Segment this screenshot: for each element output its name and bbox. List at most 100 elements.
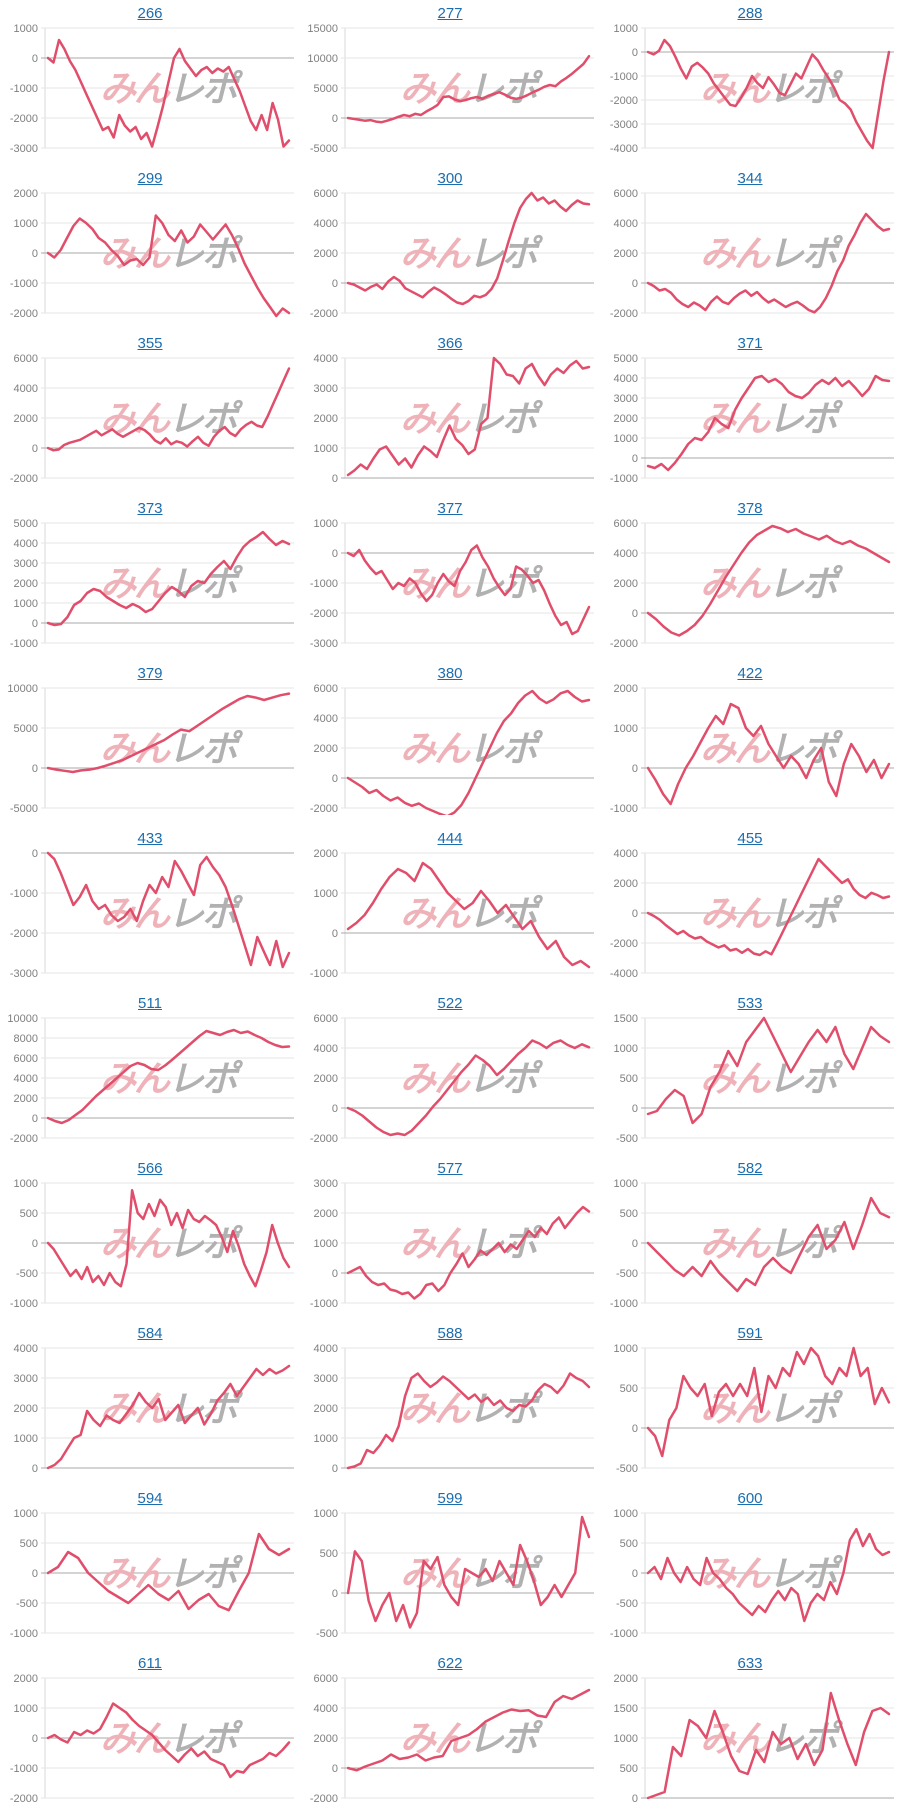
y-axis-tick-label: 6000 bbox=[314, 1673, 338, 1685]
minrepo-watermark: みんレポ bbox=[100, 1553, 244, 1594]
y-axis-tick-label: 2000 bbox=[314, 1733, 338, 1745]
y-axis-tick-label: 5000 bbox=[14, 723, 38, 735]
machine-number-link-266[interactable]: 266 bbox=[137, 5, 163, 22]
chart-title-row: 588 bbox=[300, 1324, 600, 1343]
chart-title-row: 300 bbox=[300, 169, 600, 188]
watermark-gray-text: レポ bbox=[768, 1718, 844, 1759]
chart-cell: 277 15000 10000 5000 0 -5000 みんレポ bbox=[300, 0, 600, 165]
y-axis-tick-label: 2000 bbox=[14, 1403, 38, 1415]
machine-number-link-288[interactable]: 288 bbox=[737, 5, 763, 22]
data-series-line bbox=[346, 1688, 591, 1772]
y-axis-tick-label: 1000 bbox=[614, 1733, 638, 1745]
y-axis-tick-label: 15000 bbox=[307, 23, 338, 35]
y-axis-tick-label: 1000 bbox=[314, 443, 338, 455]
chart-title-row: 378 bbox=[600, 499, 900, 518]
machine-number-link-611[interactable]: 611 bbox=[138, 1655, 162, 1672]
y-axis-tick-label: 6000 bbox=[614, 518, 638, 530]
y-axis-tick-label: 2000 bbox=[14, 413, 38, 425]
machine-number-link-380[interactable]: 380 bbox=[437, 665, 463, 682]
machine-number-link-344[interactable]: 344 bbox=[737, 170, 763, 187]
data-series-line bbox=[346, 54, 591, 124]
machine-number-link-600[interactable]: 600 bbox=[737, 1490, 763, 1507]
y-axis-tick-label: 0 bbox=[632, 278, 638, 290]
machine-number-link-373[interactable]: 373 bbox=[137, 500, 163, 517]
chart-cell: 594 1000 500 0 -500 -1000 みんレポ bbox=[0, 1485, 300, 1650]
machine-number-link-371[interactable]: 371 bbox=[737, 335, 763, 352]
machine-number-link-591[interactable]: 591 bbox=[737, 1325, 763, 1342]
machine-number-link-577[interactable]: 577 bbox=[437, 1160, 463, 1177]
machine-number-link-511[interactable]: 511 bbox=[138, 995, 162, 1012]
machine-number-link-622[interactable]: 622 bbox=[437, 1655, 463, 1672]
data-series-line bbox=[46, 38, 291, 148]
machine-number-link-599[interactable]: 599 bbox=[437, 1490, 463, 1507]
data-series-line bbox=[346, 1515, 591, 1629]
y-axis-tick-label: 0 bbox=[32, 1733, 38, 1745]
machine-number-link-584[interactable]: 584 bbox=[137, 1325, 163, 1342]
y-axis-tick-label: 0 bbox=[32, 53, 38, 65]
line-chart: 6000 4000 2000 0 -2000 みんレポ bbox=[610, 188, 894, 320]
y-axis-tick-label: 2000 bbox=[314, 413, 338, 425]
watermark-pink-text: みん bbox=[400, 233, 471, 274]
machine-number-link-633[interactable]: 633 bbox=[737, 1655, 763, 1672]
machine-number-link-366[interactable]: 366 bbox=[437, 335, 463, 352]
machine-number-link-566[interactable]: 566 bbox=[137, 1160, 163, 1177]
chart-title-row: 533 bbox=[600, 994, 900, 1013]
watermark-pink-text: みん bbox=[700, 233, 771, 274]
chart-title-row: 577 bbox=[300, 1159, 600, 1178]
y-axis-tick-label: -500 bbox=[16, 1268, 38, 1280]
machine-number-link-588[interactable]: 588 bbox=[437, 1325, 463, 1342]
y-axis-tick-label: 0 bbox=[332, 1103, 338, 1115]
y-axis-tick-label: 4000 bbox=[14, 538, 38, 550]
machine-number-link-299[interactable]: 299 bbox=[137, 170, 163, 187]
y-axis-tick-label: 0 bbox=[632, 763, 638, 775]
y-axis-tick-label: -1000 bbox=[310, 968, 338, 980]
y-axis-tick-label: 6000 bbox=[14, 1053, 38, 1065]
line-chart: 0 -1000 -2000 -3000 みんレポ bbox=[10, 848, 294, 980]
machine-number-link-277[interactable]: 277 bbox=[437, 5, 463, 22]
y-axis-tick-label: -500 bbox=[616, 1598, 638, 1610]
chart-title-row: 566 bbox=[0, 1159, 300, 1178]
machine-number-link-377[interactable]: 377 bbox=[437, 500, 463, 517]
data-series-line bbox=[46, 1532, 291, 1612]
data-series-line bbox=[646, 1346, 891, 1458]
machine-number-link-444[interactable]: 444 bbox=[437, 830, 463, 847]
y-axis-tick-label: 1000 bbox=[614, 1178, 638, 1190]
y-axis-tick-label: 0 bbox=[32, 848, 38, 860]
line-chart: 4000 2000 0 -2000 -4000 みんレポ bbox=[610, 848, 894, 980]
data-series-line bbox=[346, 861, 591, 969]
chart-cell: 266 1000 0 -1000 -2000 -3000 みんレポ bbox=[0, 0, 300, 165]
watermark-pink-text: みん bbox=[400, 1058, 471, 1099]
chart-cell: 444 2000 1000 0 -1000 みんレポ bbox=[300, 825, 600, 990]
machine-number-link-582[interactable]: 582 bbox=[737, 1160, 763, 1177]
chart-cell: 380 6000 4000 2000 0 -2000 みんレポ bbox=[300, 660, 600, 825]
minrepo-watermark: みんレポ bbox=[100, 1718, 244, 1759]
chart-title-row: 599 bbox=[300, 1489, 600, 1508]
machine-number-link-594[interactable]: 594 bbox=[137, 1490, 163, 1507]
y-axis-tick-label: 5000 bbox=[14, 518, 38, 530]
machine-number-link-378[interactable]: 378 bbox=[737, 500, 763, 517]
chart-title-row: 379 bbox=[0, 664, 300, 683]
minrepo-watermark: みんレポ bbox=[400, 728, 544, 769]
machine-number-link-379[interactable]: 379 bbox=[137, 665, 163, 682]
machine-number-link-300[interactable]: 300 bbox=[437, 170, 463, 187]
minrepo-watermark: みんレポ bbox=[700, 1718, 844, 1759]
machine-number-link-422[interactable]: 422 bbox=[737, 665, 763, 682]
y-axis-tick-label: 500 bbox=[320, 1548, 338, 1560]
watermark-gray-text: レポ bbox=[468, 893, 544, 934]
chart-cell: 533 1500 1000 500 0 -500 みんレポ bbox=[600, 990, 900, 1155]
chart-title-row: 371 bbox=[600, 334, 900, 353]
minrepo-watermark: みんレポ bbox=[700, 1058, 844, 1099]
machine-number-link-533[interactable]: 533 bbox=[737, 995, 763, 1012]
y-axis-tick-label: 1000 bbox=[314, 1238, 338, 1250]
y-axis-tick-label: 2000 bbox=[14, 1673, 38, 1685]
line-chart: 6000 4000 2000 0 -2000 みんレポ bbox=[310, 1013, 594, 1145]
y-axis-tick-label: -1000 bbox=[610, 1628, 638, 1640]
machine-number-link-355[interactable]: 355 bbox=[137, 335, 163, 352]
data-series-line bbox=[46, 1188, 291, 1288]
chart-cell: 377 1000 0 -1000 -2000 -3000 みんレポ bbox=[300, 495, 600, 660]
watermark-gray-text: レポ bbox=[168, 893, 244, 934]
machine-number-link-433[interactable]: 433 bbox=[137, 830, 163, 847]
machine-number-link-455[interactable]: 455 bbox=[737, 830, 763, 847]
machine-number-link-522[interactable]: 522 bbox=[437, 995, 463, 1012]
